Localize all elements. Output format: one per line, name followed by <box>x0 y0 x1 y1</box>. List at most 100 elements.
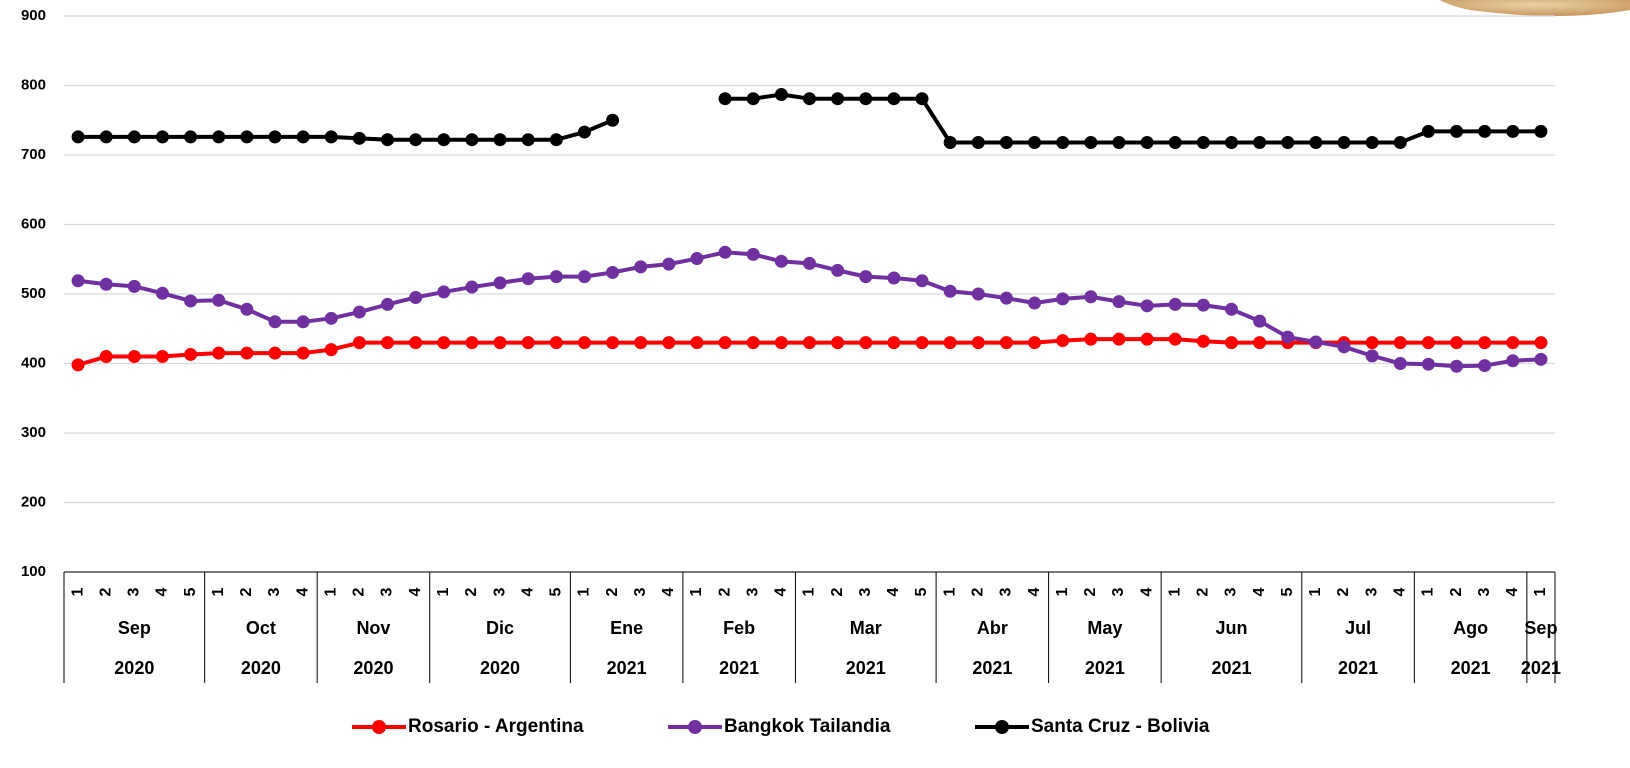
week-label: 1 <box>1532 587 1549 596</box>
point-marker <box>831 263 845 277</box>
point-marker <box>437 336 451 350</box>
point-marker <box>1281 135 1295 149</box>
week-label: 2 <box>97 587 114 596</box>
month-label: Feb <box>723 618 755 638</box>
week-label: 5 <box>182 587 199 596</box>
point-marker <box>1421 336 1435 350</box>
point-marker <box>831 92 845 106</box>
week-label: 4 <box>519 587 536 596</box>
year-label: 2020 <box>353 658 393 678</box>
point-marker <box>296 315 310 329</box>
point-marker <box>1168 135 1182 149</box>
point-marker <box>1112 135 1126 149</box>
point-marker <box>465 280 479 294</box>
month-label: May <box>1087 618 1122 638</box>
week-label: 1 <box>210 587 227 596</box>
week-label: 2 <box>1335 587 1352 596</box>
year-label: 2021 <box>846 658 886 678</box>
point-marker <box>1168 332 1182 346</box>
point-marker <box>577 125 591 139</box>
point-marker <box>437 133 451 147</box>
week-label: 3 <box>998 587 1015 596</box>
week-label: 4 <box>773 587 790 596</box>
month-label: Dic <box>486 618 514 638</box>
point-marker <box>1393 357 1407 370</box>
point-marker <box>1478 359 1492 373</box>
point-marker <box>1224 302 1238 316</box>
week-label: 1 <box>941 587 958 596</box>
point-marker <box>1534 336 1548 350</box>
point-marker <box>184 347 198 361</box>
week-label: 3 <box>491 587 508 596</box>
point-marker <box>803 336 816 350</box>
point-marker <box>352 336 366 350</box>
point-marker <box>746 247 760 261</box>
point-marker <box>943 284 957 298</box>
week-label: 1 <box>688 587 705 596</box>
point-marker <box>1365 135 1379 149</box>
legend-marker <box>995 720 1009 734</box>
point-marker <box>155 350 169 364</box>
point-marker <box>549 133 563 147</box>
point-marker <box>1281 330 1295 344</box>
point-marker <box>240 302 254 316</box>
week-label: 1 <box>435 587 452 596</box>
point-marker <box>1168 297 1182 311</box>
point-marker <box>859 92 873 106</box>
point-marker <box>324 343 338 357</box>
week-label: 3 <box>1223 587 1240 596</box>
week-label: 5 <box>1279 587 1296 596</box>
y-tick-label: 300 <box>21 424 46 441</box>
week-label: 3 <box>379 587 396 596</box>
point-marker <box>1196 135 1210 149</box>
point-marker <box>184 130 198 144</box>
week-label: 4 <box>660 587 677 596</box>
point-marker <box>662 336 676 350</box>
point-marker <box>887 92 901 106</box>
point-marker <box>521 133 535 147</box>
point-marker <box>1028 296 1042 310</box>
week-label: 5 <box>913 587 930 596</box>
point-marker <box>212 293 226 307</box>
point-marker <box>943 135 957 149</box>
legend-label: Santa Cruz - Bolivia <box>1031 716 1210 737</box>
week-label: 3 <box>1363 587 1380 596</box>
point-marker <box>831 336 845 350</box>
point-marker <box>634 336 648 350</box>
point-marker <box>155 286 169 300</box>
week-label: 3 <box>1476 587 1493 596</box>
point-marker <box>1196 298 1210 312</box>
point-marker <box>1253 135 1267 149</box>
point-marker <box>465 336 479 350</box>
week-label: 1 <box>1420 587 1437 596</box>
point-marker <box>1506 354 1520 368</box>
point-marker <box>1140 332 1154 346</box>
point-marker <box>521 336 535 350</box>
point-marker <box>1506 124 1520 138</box>
point-marker <box>521 272 535 286</box>
month-label: Sep <box>118 618 151 638</box>
point-marker <box>774 336 788 350</box>
year-label: 2020 <box>114 658 154 678</box>
point-marker <box>577 270 591 284</box>
point-marker <box>859 336 873 350</box>
week-label: 1 <box>801 587 818 596</box>
month-label: Jun <box>1215 618 1247 638</box>
year-label: 2020 <box>480 658 520 678</box>
point-marker <box>99 350 113 364</box>
week-label: 2 <box>716 587 733 596</box>
point-marker <box>803 92 816 106</box>
year-label: 2021 <box>972 658 1012 678</box>
point-marker <box>352 305 366 319</box>
point-marker <box>409 290 423 304</box>
point-marker <box>352 131 366 145</box>
point-marker <box>240 130 254 144</box>
point-marker <box>1224 135 1238 149</box>
point-marker <box>409 133 423 147</box>
week-label: 4 <box>1391 587 1408 596</box>
point-marker <box>887 271 901 285</box>
week-label: 4 <box>1504 587 1521 596</box>
point-marker <box>549 336 563 350</box>
point-marker <box>324 311 338 325</box>
